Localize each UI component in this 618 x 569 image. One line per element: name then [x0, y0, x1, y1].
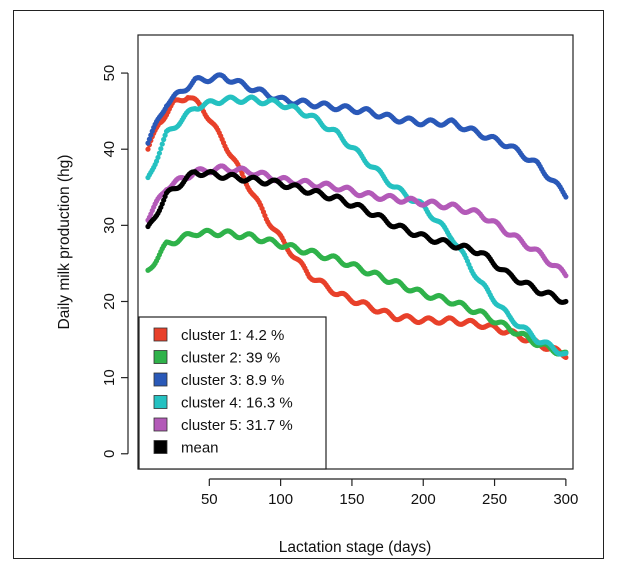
y-tick-label: 50 — [101, 65, 118, 82]
legend-label: cluster 1: 4.2 % — [181, 327, 284, 344]
y-tick-label: 30 — [101, 217, 118, 234]
legend-label: cluster 4: 16.3 % — [181, 395, 293, 412]
x-tick-label: 300 — [553, 491, 578, 508]
x-axis-title: Lactation stage (days) — [279, 539, 432, 556]
series-6 — [145, 168, 569, 305]
y-axis-title: Daily milk production (hg) — [56, 155, 73, 330]
y-tick-label: 0 — [101, 450, 118, 458]
data-point — [158, 146, 164, 152]
legend-swatch — [153, 395, 168, 409]
series-3 — [145, 72, 569, 200]
legend-label: mean — [181, 440, 219, 457]
legend-label: cluster 5: 31.7 % — [181, 417, 293, 434]
y-tick-label: 40 — [101, 141, 118, 158]
x-tick-label: 200 — [411, 491, 436, 508]
legend: cluster 1: 4.2 % cluster 2: 39 % cluster 3… — [138, 316, 327, 470]
x-tick-label: 100 — [268, 491, 293, 508]
series-5 — [145, 163, 569, 279]
data-point — [156, 150, 162, 156]
legend-swatch — [153, 417, 168, 432]
data-point — [563, 298, 569, 305]
axes: 50 100 150 200 250 300 0 10 20 30 40 50 — [101, 65, 578, 508]
data-point — [563, 273, 569, 279]
y-tick-label: 10 — [101, 369, 118, 386]
data-point — [148, 132, 154, 138]
x-tick-label: 150 — [339, 491, 364, 508]
data-point — [155, 154, 161, 161]
data-point — [145, 146, 151, 152]
data-point — [161, 136, 167, 143]
legend-swatch — [153, 440, 168, 454]
data-point — [563, 350, 569, 356]
x-tick-label: 250 — [482, 491, 507, 508]
legend-label: cluster 3: 8.9 % — [181, 372, 284, 389]
legend-swatch — [153, 372, 168, 387]
data-point — [159, 141, 165, 147]
plot-area — [137, 34, 574, 470]
series-2 — [145, 227, 569, 357]
data-point — [563, 354, 569, 361]
data-point — [145, 140, 151, 146]
legend-swatch — [153, 350, 168, 364]
data-point — [563, 194, 569, 200]
legend-label: cluster 2: 39 % — [181, 350, 280, 367]
x-tick-label: 50 — [201, 491, 218, 508]
series-4 — [145, 94, 569, 357]
legend-box — [138, 316, 327, 470]
y-tick-label: 20 — [101, 293, 118, 310]
legend-swatch — [153, 327, 168, 342]
data-point — [146, 136, 153, 142]
data-points — [145, 72, 569, 361]
